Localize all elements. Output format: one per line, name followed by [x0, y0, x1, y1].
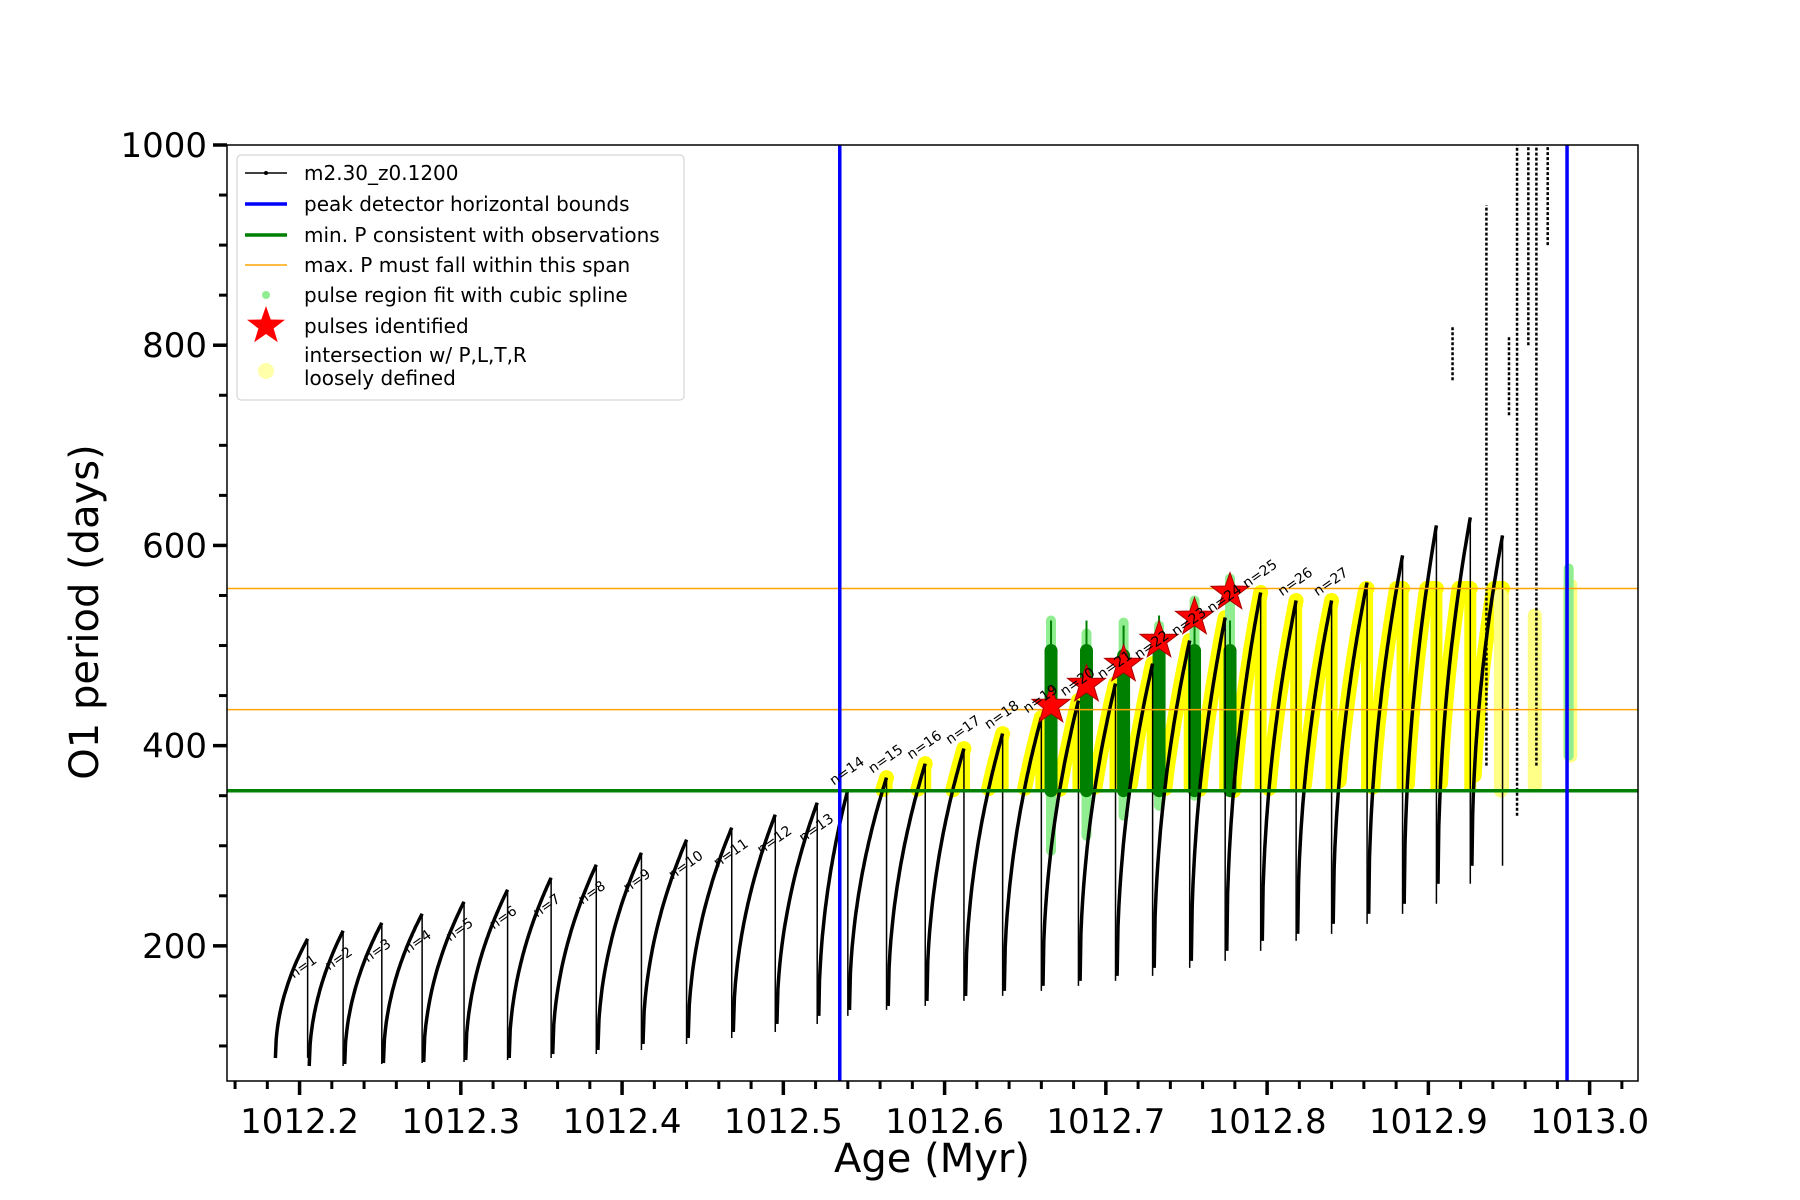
model-pulse: [596, 852, 643, 1051]
pulse-number-label: n=6: [487, 903, 520, 933]
legend-swatch-dot: [258, 363, 274, 379]
pulse-number-label: n=5: [443, 915, 476, 945]
x-tick-label: 1012.4: [563, 1102, 682, 1142]
y-tick-label: 1000: [120, 126, 207, 166]
model-pulse: [1366, 555, 1405, 914]
model-pulse: [550, 864, 598, 1055]
model-pulse: [421, 901, 466, 1063]
pulse-identified-star: [1138, 618, 1180, 658]
model-pulse: [886, 763, 927, 1006]
model-series: [273, 145, 1549, 1067]
legend-label: peak detector horizontal bounds: [304, 192, 630, 216]
legend-label: loosely defined: [304, 366, 456, 390]
pulse-number-label: n=2: [322, 944, 355, 974]
x-axis-ticks: 1012.2 1012.3 1012.4 1012.5 1012.6 1012.7 1012…: [233, 1081, 1649, 1142]
model-pulse: [963, 733, 1005, 996]
x-tick-label: 1012.3: [401, 1102, 520, 1142]
pulse-number-label: n=8: [575, 878, 608, 908]
model-pulse: [507, 877, 553, 1059]
legend-label: max. P must fall within this span: [304, 253, 630, 277]
pulse-identified-star: [1103, 643, 1145, 682]
pulse-identified-star: [1174, 595, 1216, 635]
model-pulse: [1041, 700, 1081, 986]
y-tick-label: 400: [142, 727, 207, 767]
legend-swatch-star: [247, 306, 285, 343]
x-tick-label: 1012.7: [1046, 1102, 1165, 1142]
x-tick-label: 1012.2: [240, 1102, 359, 1142]
legend-label: min. P consistent with observations: [304, 223, 660, 247]
model-pulse: [307, 930, 345, 1067]
model-pulse: [1152, 640, 1192, 968]
x-tick-label: 1013.0: [1530, 1102, 1649, 1142]
legend-label: pulses identified: [304, 314, 469, 338]
y-tick-label: 600: [142, 526, 207, 566]
horizontal-lines: [227, 587, 1638, 793]
x-tick-label: 1012.9: [1369, 1102, 1488, 1142]
model-pulse: [641, 839, 689, 1045]
legend-label: intersection w/ P,L,T,R: [304, 343, 527, 367]
model-pulse: [775, 802, 819, 1024]
legend-swatch-dot: [264, 171, 268, 175]
x-axis-title: Age (Myr): [834, 1136, 1030, 1182]
y-axis-title: O1 period (days): [62, 444, 108, 779]
y-tick-label: 800: [142, 326, 207, 366]
model-pulse: [847, 777, 889, 1010]
consistent-period-series: [1044, 615, 1237, 798]
y-axis-ticks: 200 400 600 800 1000: [120, 126, 227, 1048]
pulse-identified-star: [1030, 684, 1072, 724]
pulse-identified-star: [1209, 570, 1251, 610]
model-pulse: [1002, 717, 1043, 991]
model-pulse: [1189, 617, 1227, 961]
model-pulse: [463, 888, 510, 1061]
model-pulse: [1295, 600, 1334, 934]
legend-label: m2.30_z0.1200: [304, 161, 459, 185]
x-tick-label: 1012.8: [1208, 1102, 1327, 1142]
legend-box: [236, 154, 685, 401]
model-pulse: [1436, 517, 1473, 884]
model-pulse: [1260, 600, 1298, 941]
pulse-number-label: n=14: [827, 754, 868, 789]
model-pulse: [731, 814, 777, 1032]
model-pulse: [1402, 525, 1439, 904]
model-pulse: [1331, 582, 1369, 924]
pulse-number-label: n=7: [530, 891, 563, 921]
x-tick-label: 1012.6: [885, 1102, 1004, 1142]
pulse-number-label: n=1: [287, 952, 320, 982]
pulse-identified-star: [1066, 663, 1107, 703]
x-tick-label: 1012.5: [724, 1102, 843, 1142]
legend-label: pulse region fit with cubic spline: [304, 283, 628, 307]
model-pulse: [1225, 592, 1263, 951]
legend-swatch-dot: [262, 291, 270, 299]
model-pulse: [1115, 663, 1155, 976]
pulse-number-label: n=4: [401, 927, 434, 957]
vertical-lines: [838, 145, 1569, 1081]
model-pulse: [381, 913, 424, 1064]
model-pulse: [817, 789, 850, 1016]
pulses-identified-series: [1030, 570, 1251, 724]
model-pulse: [686, 827, 734, 1039]
pulse-number-label: n=9: [621, 866, 654, 896]
model-pulse: [342, 922, 384, 1065]
model-pulse: [925, 748, 966, 1001]
model-pulse: [273, 937, 310, 1059]
y-tick-label: 200: [142, 927, 207, 967]
plot-frame: [226, 144, 1639, 1082]
pulse-number-label: n=3: [361, 936, 394, 966]
model-pulse: [1470, 535, 1505, 866]
